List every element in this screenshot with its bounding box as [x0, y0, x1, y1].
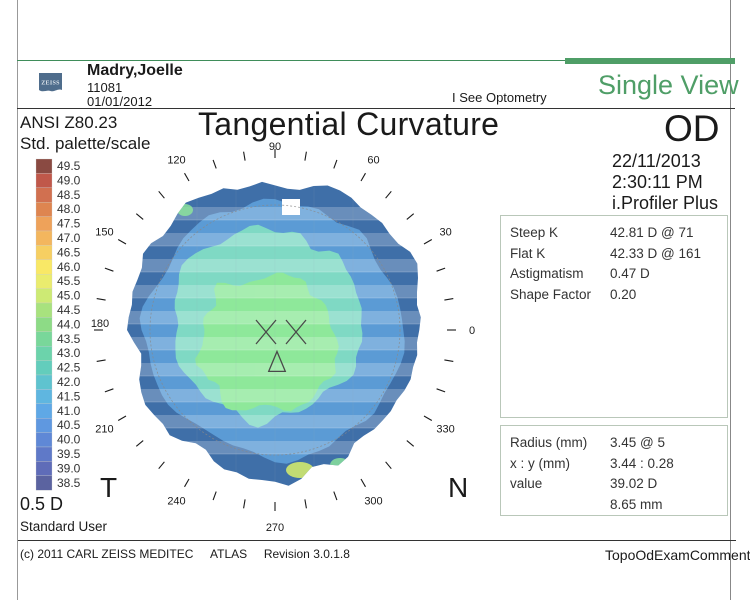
svg-text:120: 120	[167, 154, 185, 166]
svg-text:42.0: 42.0	[57, 375, 81, 389]
svg-text:39.5: 39.5	[57, 447, 81, 461]
svg-text:42.5: 42.5	[57, 361, 81, 375]
svg-text:0: 0	[469, 325, 475, 337]
svg-text:44.0: 44.0	[57, 317, 81, 331]
svg-text:330: 330	[436, 424, 454, 436]
svg-text:90: 90	[269, 141, 281, 153]
svg-text:38.5: 38.5	[57, 476, 81, 490]
svg-text:44.5: 44.5	[57, 303, 81, 317]
svg-text:40.0: 40.0	[57, 433, 81, 447]
svg-text:30: 30	[439, 227, 451, 239]
svg-text:150: 150	[95, 227, 113, 239]
svg-text:46.0: 46.0	[57, 260, 81, 274]
svg-text:40.5: 40.5	[57, 418, 81, 432]
svg-text:49.5: 49.5	[57, 159, 81, 173]
svg-text:49.0: 49.0	[57, 173, 81, 187]
svg-text:240: 240	[167, 496, 185, 508]
svg-text:45.0: 45.0	[57, 289, 81, 303]
svg-text:300: 300	[364, 496, 382, 508]
svg-text:47.5: 47.5	[57, 217, 81, 231]
svg-text:48.5: 48.5	[57, 188, 81, 202]
svg-text:46.5: 46.5	[57, 245, 81, 259]
svg-text:270: 270	[266, 522, 284, 534]
svg-text:180: 180	[91, 318, 109, 330]
svg-text:45.5: 45.5	[57, 274, 81, 288]
svg-text:47.0: 47.0	[57, 231, 81, 245]
svg-text:60: 60	[367, 154, 379, 166]
svg-text:41.5: 41.5	[57, 389, 81, 403]
svg-text:43.5: 43.5	[57, 332, 81, 346]
svg-text:48.0: 48.0	[57, 202, 81, 216]
svg-text:210: 210	[95, 424, 113, 436]
svg-text:41.0: 41.0	[57, 404, 81, 418]
svg-text:39.0: 39.0	[57, 461, 81, 475]
svg-text:43.0: 43.0	[57, 346, 81, 360]
